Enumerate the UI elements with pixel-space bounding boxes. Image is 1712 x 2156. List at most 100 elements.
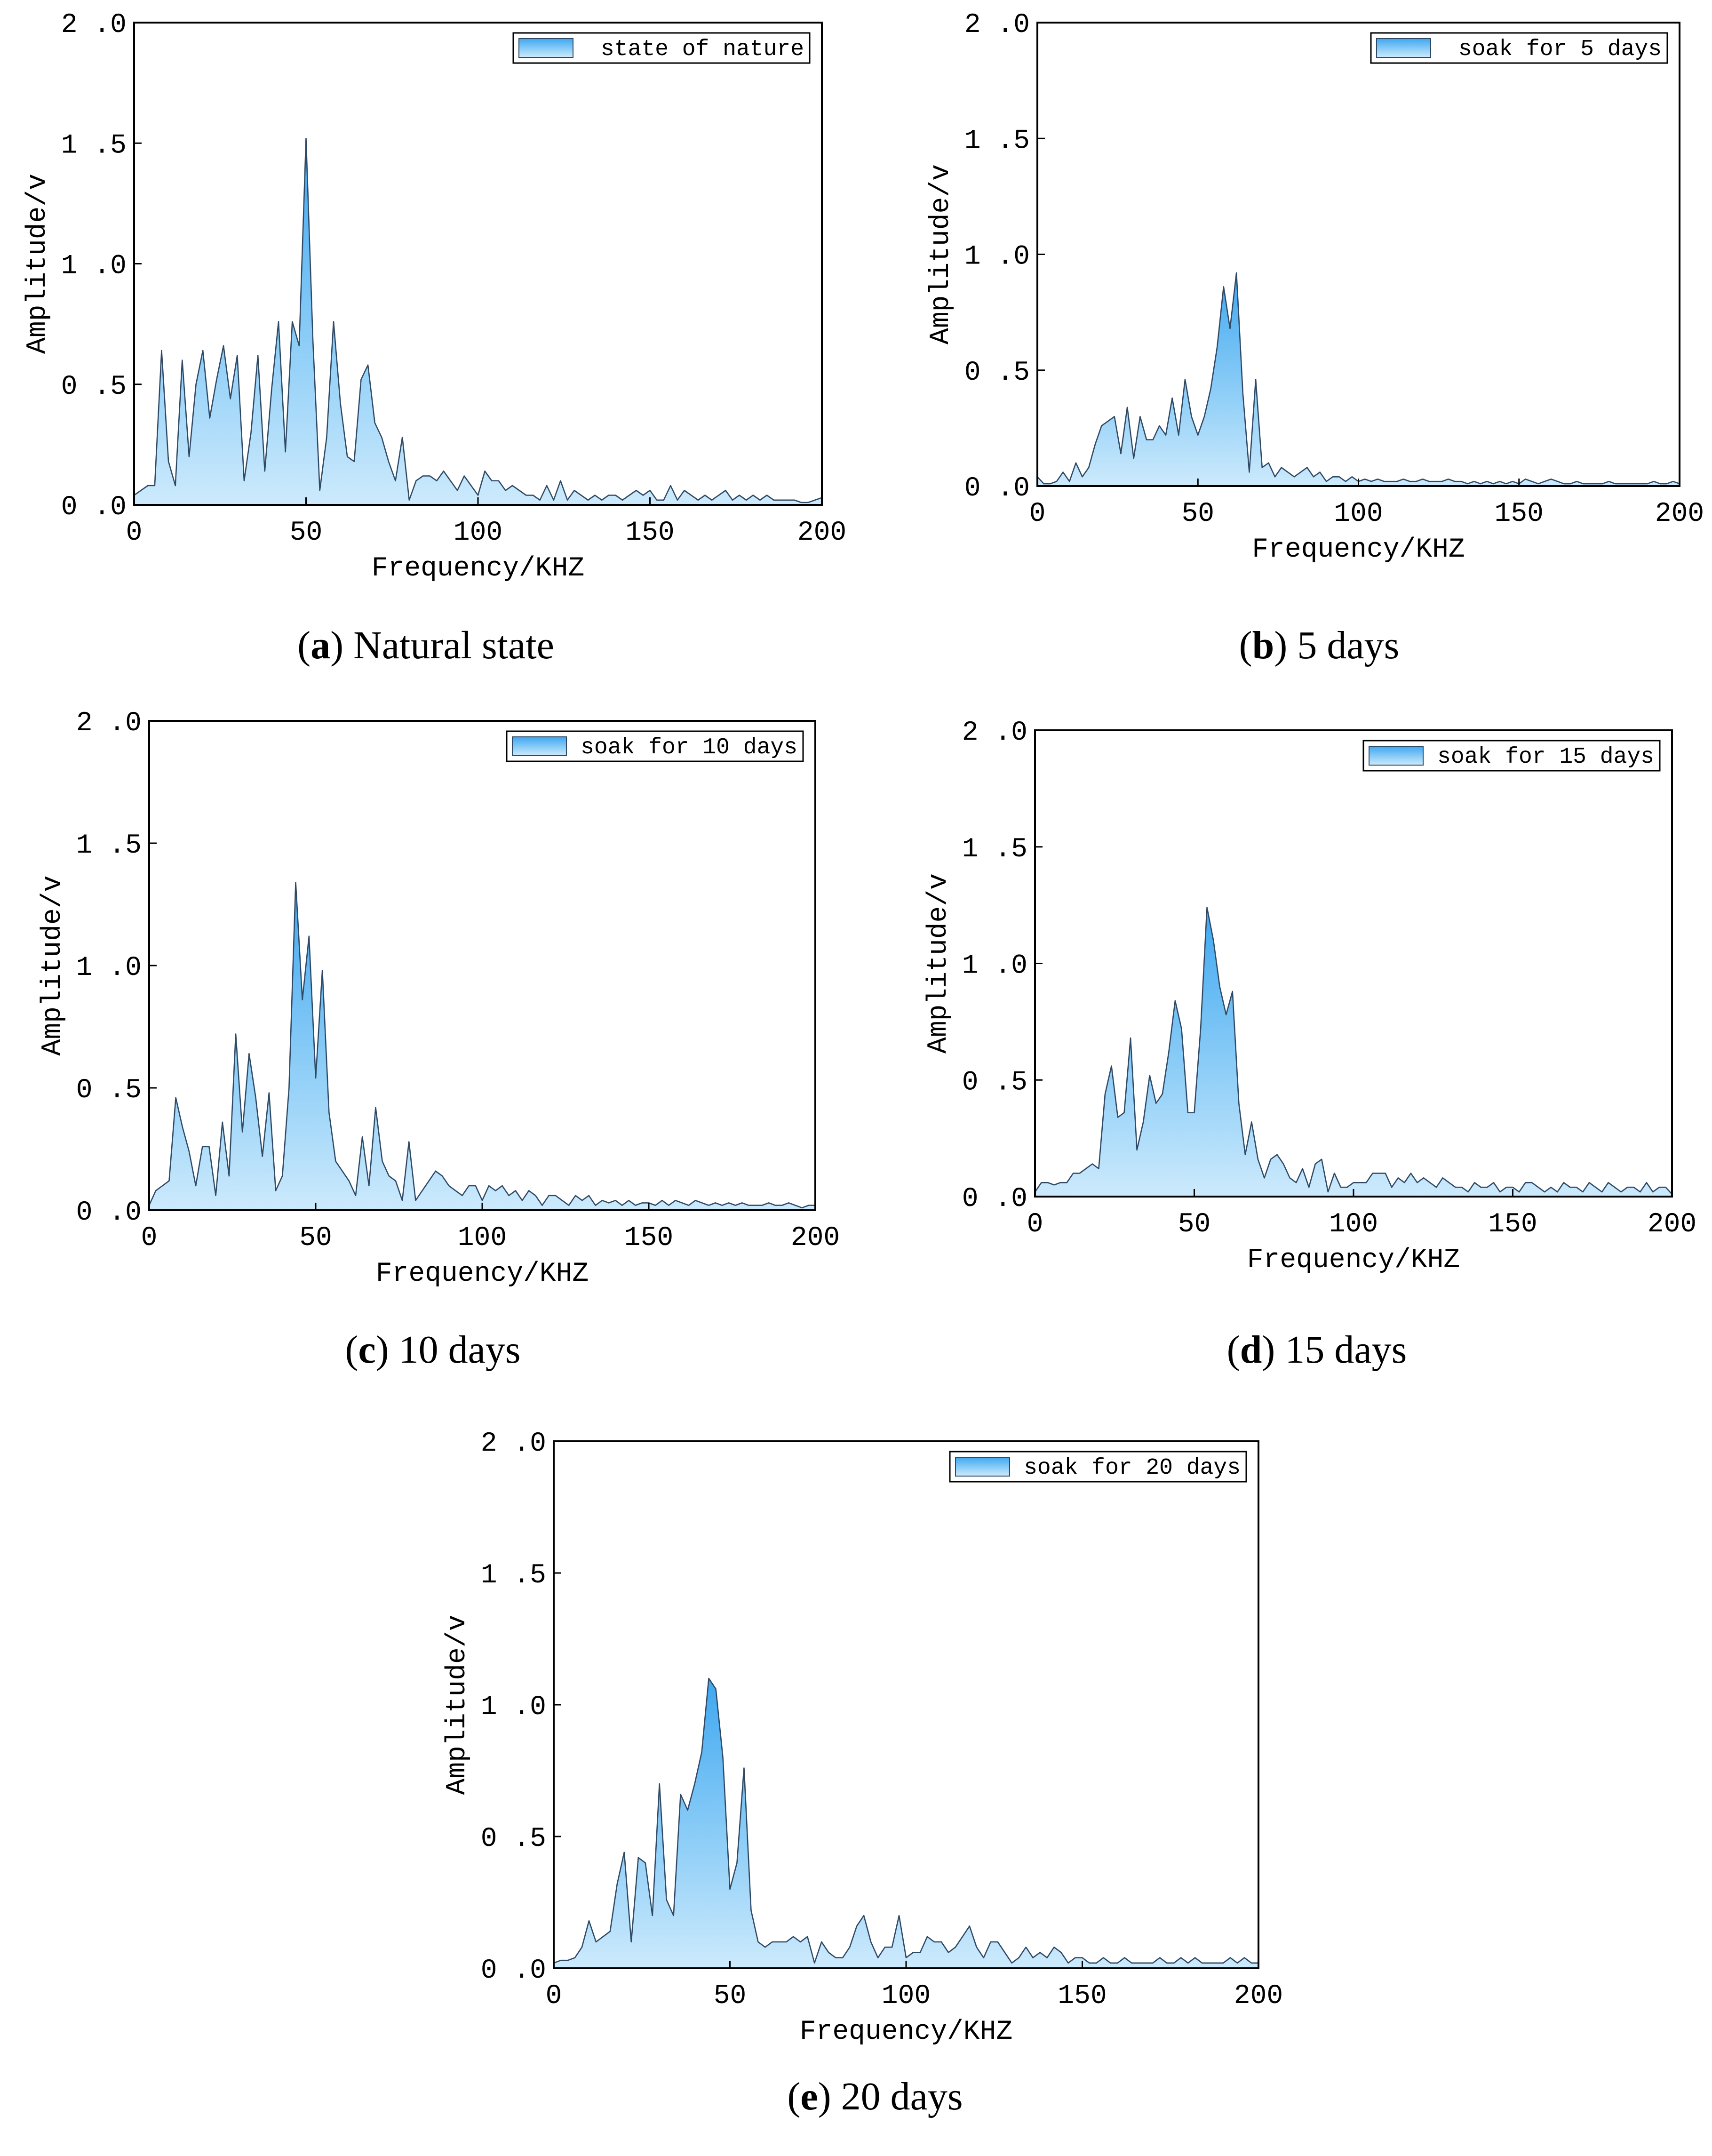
legend-swatch (1369, 746, 1424, 766)
area-fill (554, 1678, 1258, 1968)
x-tick-label: 100 (1329, 1209, 1378, 1240)
y-tick-label: 1 .5 (962, 834, 1027, 865)
legend-label: state of nature (601, 37, 804, 62)
chart-d: 0 50 100 150 200 0 .0 0 .5 1 .0 1 .5 2 .0 Frequenc… (924, 718, 1696, 1276)
legend-swatch (1376, 38, 1431, 58)
x-tick-label: 0 (1027, 1209, 1043, 1240)
x-tick-label: 0 (1029, 499, 1046, 529)
caption-c: (c) 10 days (345, 1328, 521, 1372)
caption-text: 15 days (1285, 1328, 1407, 1372)
y-tick-label: 1 .0 (962, 951, 1027, 982)
y-tick-label: 0 .0 (76, 1198, 142, 1228)
x-tick-label: 200 (797, 518, 846, 548)
x-tick-label: 150 (625, 518, 674, 548)
caption-e: (e) 20 days (787, 2075, 963, 2118)
y-tick-label: 1 .5 (61, 130, 127, 161)
y-tick-label: 1 .5 (481, 1560, 546, 1591)
chart-b: 0 50 100 150 200 0 .0 0 .5 1 .0 1 .5 2 .0 Frequenc… (926, 10, 1704, 565)
x-tick-label: 50 (290, 518, 323, 548)
caption-text: 10 days (398, 1328, 521, 1372)
y-tick-label: 0 .0 (962, 1184, 1027, 1214)
x-tick-label: 200 (1655, 499, 1704, 529)
x-tick-label: 50 (299, 1223, 332, 1254)
x-tick-label: 100 (454, 518, 502, 548)
x-tick-label: 0 (141, 1223, 158, 1254)
y-tick-label: 0 .5 (962, 1067, 1027, 1098)
y-tick-label: 2 .0 (61, 10, 127, 40)
y-tick-label: 2 .0 (76, 708, 142, 739)
caption-letter: a (311, 623, 331, 667)
area-fill (134, 138, 822, 505)
y-tick-label: 0 .0 (481, 1956, 546, 1986)
caption-letter: e (800, 2075, 818, 2118)
x-tick-label: 50 (1178, 1209, 1211, 1240)
y-tick-label: 1 .0 (481, 1692, 546, 1723)
panel-a: 0 50 100 150 200 0 .0 0 .5 1 .0 1 .5 2 .0 Frequenc… (0, 0, 856, 706)
x-tick-label: 200 (791, 1223, 840, 1254)
legend-label: soak for 5 days (1458, 37, 1662, 62)
x-tick-label: 100 (1334, 499, 1383, 529)
legend: soak for 10 days (506, 730, 804, 762)
x-tick-label: 150 (1495, 499, 1544, 529)
x-tick-label: 100 (882, 1981, 931, 2012)
x-tick-label: 150 (624, 1223, 673, 1254)
x-tick-label: 100 (458, 1223, 507, 1254)
caption-letter: c (358, 1328, 376, 1372)
legend: soak for 15 days (1362, 740, 1661, 772)
y-axis-label: Amplitude/v (442, 1615, 473, 1795)
caption-b: (b) 5 days (1239, 623, 1400, 667)
y-tick-label: 0 .5 (964, 358, 1030, 388)
series-line (148, 881, 815, 1209)
panel-b: 0 50 100 150 200 0 .0 0 .5 1 .0 1 .5 2 .0 Frequenc… (856, 0, 1712, 706)
area-fill (1037, 272, 1680, 486)
y-tick-label: 0 .0 (61, 492, 127, 523)
area-fill (1035, 907, 1672, 1197)
panel-e: 0 50 100 150 200 0 .0 0 .5 1 .0 1 .5 2 .0 Frequenc… (400, 1393, 1341, 2156)
caption-a: (a) Natural state (297, 623, 554, 667)
y-axis-label: Amplitude/v (38, 876, 68, 1056)
x-tick-label: 150 (1488, 1209, 1537, 1240)
chart-e: 0 50 100 150 200 0 .0 0 .5 1 .0 1 .5 2 .0 Frequenc… (442, 1429, 1283, 2047)
x-tick-label: 50 (1181, 499, 1214, 529)
y-tick-label: 0 .5 (481, 1824, 546, 1854)
chart-c: 0 50 100 150 200 0 .0 0 .5 1 .0 1 .5 2 .0 Frequenc… (38, 708, 840, 1289)
legend-label: soak for 10 days (581, 735, 797, 760)
y-tick-label: 1 .5 (964, 126, 1030, 156)
plot-frame (1036, 22, 1680, 487)
caption-text: 5 days (1297, 623, 1400, 667)
panel-d: 0 50 100 150 200 0 .0 0 .5 1 .0 1 .5 2 .0 Frequenc… (856, 706, 1712, 1393)
area-fill (149, 882, 815, 1210)
caption-d: (d) 15 days (1226, 1328, 1407, 1372)
legend-label: soak for 15 days (1437, 744, 1654, 770)
x-tick-label: 0 (126, 518, 143, 548)
caption-text: 20 days (841, 2075, 963, 2118)
x-tick-label: 50 (714, 1981, 747, 2012)
x-axis-label: Frequency/KHZ (1252, 535, 1465, 565)
y-tick-label: 1 .0 (76, 953, 142, 983)
y-tick-label: 2 .0 (962, 718, 1027, 748)
y-tick-label: 1 .0 (61, 251, 127, 282)
y-tick-label: 0 .5 (61, 372, 127, 402)
legend-box (506, 730, 804, 762)
legend-swatch (955, 1457, 1010, 1477)
series-line (134, 137, 822, 503)
panel-c: 0 50 100 150 200 0 .0 0 .5 1 .0 1 .5 2 .0 Frequenc… (0, 706, 856, 1393)
caption-letter: b (1252, 623, 1274, 667)
legend: soak for 5 days (1370, 32, 1668, 64)
legend-swatch (512, 736, 567, 756)
x-tick-label: 0 (546, 1981, 562, 2012)
x-axis-label: Frequency/KHZ (376, 1259, 589, 1289)
legend-swatch (518, 38, 573, 58)
y-axis-label: Amplitude/v (23, 174, 53, 354)
legend-label: soak for 20 days (1024, 1455, 1241, 1481)
x-tick-label: 200 (1234, 1981, 1283, 2012)
y-axis-label: Amplitude/v (924, 873, 954, 1054)
caption-letter: d (1240, 1328, 1262, 1372)
x-axis-label: Frequency/KHZ (372, 553, 584, 584)
series-line (1034, 907, 1672, 1195)
x-tick-label: 150 (1058, 1981, 1107, 2012)
x-axis-label: Frequency/KHZ (1247, 1245, 1460, 1276)
y-axis-label: Amplitude/v (926, 164, 956, 344)
y-tick-label: 0 .5 (76, 1075, 142, 1106)
y-tick-label: 1 .5 (76, 830, 142, 861)
